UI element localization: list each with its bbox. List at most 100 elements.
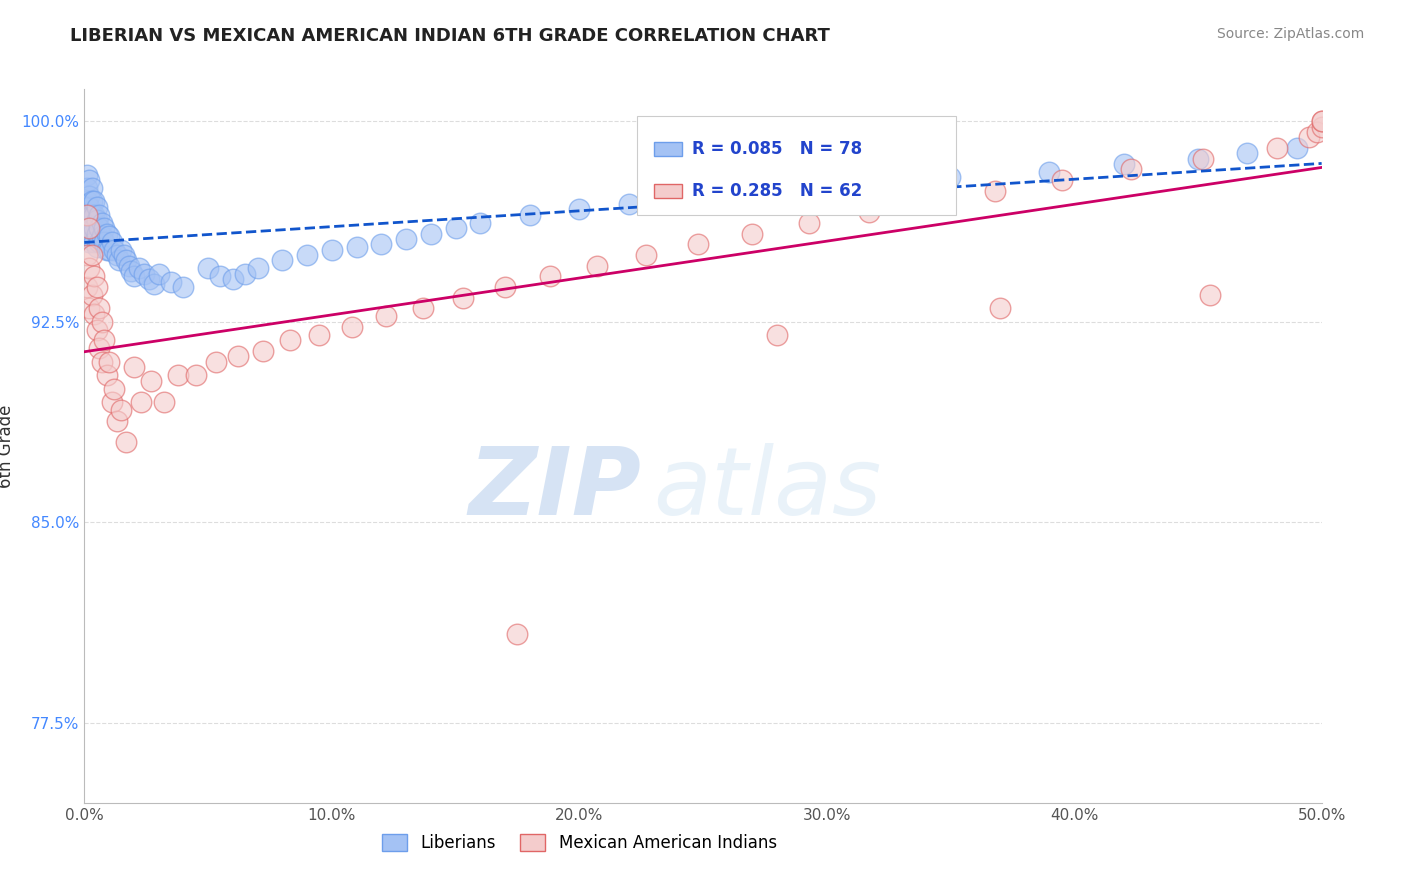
Point <box>538 269 561 284</box>
Point <box>79 235 101 249</box>
Point <box>89 221 111 235</box>
Point <box>110 243 132 257</box>
Point <box>204 355 226 369</box>
Point <box>76 194 98 209</box>
Point <box>494 280 516 294</box>
Text: LIBERIAN VS MEXICAN AMERICAN INDIAN 6TH GRADE CORRELATION CHART: LIBERIAN VS MEXICAN AMERICAN INDIAN 6TH … <box>70 27 830 45</box>
Point <box>79 213 101 227</box>
Point <box>79 227 101 241</box>
Text: ZIP: ZIP <box>468 442 641 535</box>
Point <box>375 310 398 324</box>
Point <box>222 272 245 286</box>
Point <box>184 368 207 383</box>
Point <box>89 235 111 249</box>
Point <box>988 301 1011 316</box>
Point <box>83 307 105 321</box>
Y-axis label: 6th Grade: 6th Grade <box>0 404 14 488</box>
Point <box>984 184 1007 198</box>
Point <box>79 221 101 235</box>
Point <box>340 320 363 334</box>
Point <box>76 181 98 195</box>
Point <box>741 227 763 241</box>
Point <box>370 237 392 252</box>
Point <box>1119 162 1142 177</box>
Point <box>118 259 141 273</box>
Point <box>98 355 121 369</box>
Point <box>103 382 125 396</box>
Point <box>568 202 591 217</box>
Point <box>79 261 101 276</box>
Point <box>79 200 101 214</box>
Point <box>100 395 122 409</box>
Point <box>142 277 165 292</box>
Legend: Liberians, Mexican American Indians: Liberians, Mexican American Indians <box>375 827 783 859</box>
Point <box>93 221 115 235</box>
Point <box>252 344 274 359</box>
Point <box>686 237 709 252</box>
Point <box>100 235 122 249</box>
Point <box>90 355 112 369</box>
Point <box>122 269 145 284</box>
Point <box>1298 130 1320 145</box>
Point <box>617 197 640 211</box>
Point <box>76 248 98 262</box>
Point <box>80 208 103 222</box>
Point <box>90 216 112 230</box>
Point <box>86 227 108 241</box>
Point <box>98 229 121 244</box>
Point <box>115 253 138 268</box>
Point <box>470 216 492 230</box>
Point <box>585 259 607 273</box>
Point <box>321 243 343 257</box>
Point <box>93 235 115 249</box>
Point <box>80 227 103 241</box>
Point <box>636 248 658 262</box>
Point <box>79 173 101 187</box>
Point <box>89 301 111 316</box>
Point <box>1112 157 1135 171</box>
Point <box>1310 120 1333 134</box>
Point <box>96 243 118 257</box>
Point <box>83 269 105 284</box>
Point <box>132 267 155 281</box>
Point <box>80 221 103 235</box>
Point <box>110 403 132 417</box>
Point <box>1310 114 1333 128</box>
Text: R = 0.285   N = 62: R = 0.285 N = 62 <box>692 182 862 201</box>
Point <box>141 374 163 388</box>
Point <box>346 240 368 254</box>
Point <box>419 227 441 241</box>
Point <box>80 181 103 195</box>
Point <box>98 243 121 257</box>
Point <box>86 240 108 254</box>
Point <box>83 221 105 235</box>
Point <box>79 301 101 316</box>
Point <box>233 267 256 281</box>
Point <box>246 261 269 276</box>
Point <box>1192 152 1215 166</box>
Point <box>86 213 108 227</box>
Point <box>128 261 150 276</box>
Point <box>160 275 183 289</box>
Point <box>939 170 962 185</box>
Point <box>1285 141 1308 155</box>
Point <box>96 368 118 383</box>
Point <box>115 435 138 450</box>
Point <box>112 248 135 262</box>
Point <box>83 208 105 222</box>
Point <box>122 360 145 375</box>
Point <box>80 248 103 262</box>
Point <box>83 235 105 249</box>
Point <box>1265 141 1288 155</box>
Point <box>444 221 467 235</box>
Point <box>841 178 863 193</box>
Point <box>1038 165 1060 179</box>
Point <box>90 315 112 329</box>
Point <box>79 189 101 203</box>
Point <box>920 194 942 209</box>
Point <box>167 368 190 383</box>
Point <box>295 248 318 262</box>
Point <box>80 194 103 209</box>
Point <box>105 248 128 262</box>
Point <box>76 280 98 294</box>
